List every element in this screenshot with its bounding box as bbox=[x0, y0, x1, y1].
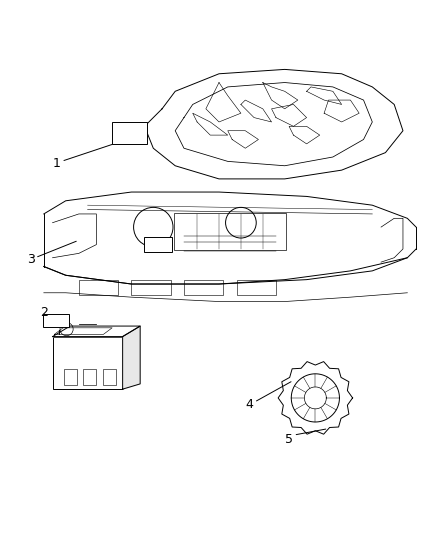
Bar bbox=[64, 369, 77, 385]
Text: 5: 5 bbox=[285, 433, 293, 446]
FancyBboxPatch shape bbox=[112, 122, 147, 144]
FancyBboxPatch shape bbox=[43, 314, 69, 327]
Bar bbox=[53, 336, 123, 389]
Polygon shape bbox=[53, 326, 140, 336]
FancyBboxPatch shape bbox=[144, 237, 172, 252]
Bar bbox=[237, 280, 276, 295]
Text: 1: 1 bbox=[53, 157, 61, 170]
Text: 2: 2 bbox=[40, 306, 48, 319]
Bar bbox=[131, 280, 171, 295]
Text: 4: 4 bbox=[246, 398, 254, 411]
Polygon shape bbox=[123, 326, 140, 389]
Bar bbox=[184, 280, 223, 295]
Text: 3: 3 bbox=[27, 253, 35, 266]
Bar bbox=[83, 369, 96, 385]
Bar bbox=[103, 369, 116, 385]
Bar bbox=[79, 280, 118, 295]
